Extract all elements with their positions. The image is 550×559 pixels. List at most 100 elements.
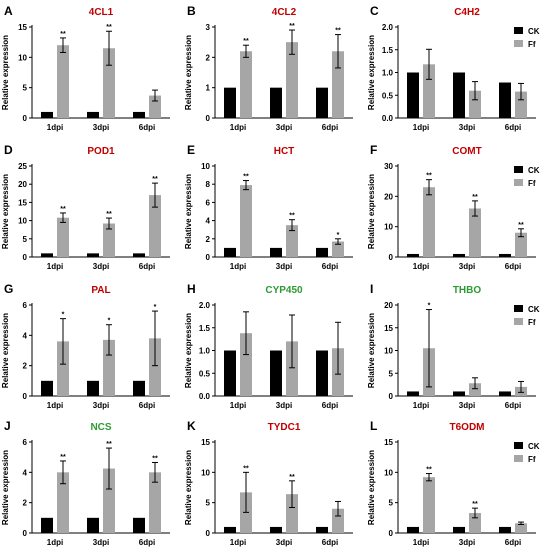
bar-ff: [149, 338, 161, 396]
significance-marker: **: [152, 455, 158, 462]
y-tick-label: 20: [384, 192, 393, 201]
y-tick-label: 0.0: [199, 392, 211, 401]
bar-ff: [149, 472, 161, 533]
bar-ck: [316, 350, 328, 396]
x-tick-label: 1dpi: [230, 538, 246, 547]
significance-marker: *: [108, 318, 111, 325]
y-axis-label: Relative expression: [1, 35, 10, 110]
chart-title: CYP450: [265, 285, 303, 296]
chart-panel-i: I THBO Relative expression 0 5 10 15 20 1dpi * 3dp…: [367, 282, 540, 410]
bar-ff: [423, 187, 435, 257]
x-tick-label: 3dpi: [459, 123, 475, 132]
legend-swatch-ck: [514, 442, 523, 449]
y-tick-label: 10: [18, 217, 27, 226]
y-tick-label: 6: [23, 301, 28, 310]
y-tick-label: 20: [18, 180, 27, 189]
y-tick-label: 15: [384, 438, 393, 447]
x-tick-label: 6dpi: [139, 538, 155, 547]
chart-panel-d: D POD1 Relative expression 0 5 10 15 20 25 1dpi **…: [1, 143, 170, 271]
significance-marker: **: [152, 176, 158, 183]
bar-ck: [453, 72, 465, 118]
bar-ck: [407, 391, 419, 396]
x-tick-label: 6dpi: [322, 123, 338, 132]
x-tick-label: 3dpi: [93, 538, 109, 547]
panel-letter: J: [4, 419, 11, 433]
significance-marker: **: [106, 24, 112, 31]
legend-label-ck: CK: [528, 166, 540, 175]
bar-ck: [224, 247, 236, 257]
significance-marker: *: [154, 304, 157, 311]
legend-swatch-ck: [514, 166, 523, 173]
y-tick-label: 2.0: [199, 301, 211, 310]
bar-ff: [469, 90, 481, 118]
bar-ff: [103, 223, 115, 257]
bar-ff: [103, 339, 115, 396]
bar-ck: [133, 380, 145, 396]
x-tick-label: 1dpi: [230, 262, 246, 271]
y-tick-label: 0: [206, 253, 211, 262]
y-tick-label: 15: [18, 23, 27, 32]
y-tick-label: 0: [23, 253, 28, 262]
y-tick-label: 6: [206, 198, 211, 207]
panel-letter: B: [187, 4, 196, 18]
y-tick-label: 1.5: [199, 324, 211, 333]
bar-ck: [316, 247, 328, 257]
x-tick-label: 6dpi: [139, 262, 155, 271]
significance-marker: **: [289, 213, 295, 220]
significance-marker: **: [243, 465, 249, 472]
bar-ff: [286, 225, 298, 257]
significance-marker: **: [243, 38, 249, 45]
chart-title: COMT: [452, 146, 481, 157]
significance-marker: *: [428, 303, 431, 310]
chart-title: NCS: [90, 422, 111, 433]
chart-panel-h: H CYP450 Relative expression 0.0 0.5 1.0 1.5 2.…: [184, 282, 353, 410]
bar-ff: [515, 523, 527, 533]
bar-ck: [270, 526, 282, 533]
y-tick-label: 0: [23, 114, 28, 123]
significance-marker: **: [426, 173, 432, 180]
y-axis-label: Relative expression: [367, 174, 376, 249]
bar-ck: [87, 380, 99, 396]
significance-marker: *: [62, 312, 65, 319]
panel-letter: L: [370, 419, 377, 433]
x-tick-label: 1dpi: [230, 123, 246, 132]
significance-marker: **: [289, 474, 295, 481]
y-tick-label: 5: [389, 499, 394, 508]
x-tick-label: 3dpi: [93, 262, 109, 271]
x-tick-label: 3dpi: [93, 123, 109, 132]
y-tick-label: 0: [206, 529, 211, 538]
x-tick-label: 6dpi: [505, 401, 521, 410]
bar-ck: [270, 87, 282, 118]
y-tick-label: 4: [23, 331, 28, 340]
legend-swatch-ff: [514, 318, 523, 325]
y-tick-label: 25: [18, 162, 27, 171]
chart-title: 4CL1: [89, 7, 114, 18]
x-tick-label: 6dpi: [139, 401, 155, 410]
x-tick-label: 6dpi: [505, 262, 521, 271]
significance-marker: **: [60, 206, 66, 213]
x-tick-label: 1dpi: [47, 262, 63, 271]
y-tick-label: 10: [384, 347, 393, 356]
y-tick-label: 0.5: [199, 369, 211, 378]
significance-marker: **: [60, 31, 66, 38]
x-tick-label: 3dpi: [459, 401, 475, 410]
panel-letter: I: [370, 282, 373, 296]
chart-title: 4CL2: [272, 7, 297, 18]
y-axis-label: Relative expression: [184, 174, 193, 249]
panel-letter: A: [4, 4, 13, 18]
significance-marker: **: [472, 501, 478, 508]
y-tick-label: 10: [384, 223, 393, 232]
x-tick-label: 6dpi: [322, 401, 338, 410]
significance-marker: **: [518, 222, 524, 229]
bar-ck: [407, 72, 419, 118]
y-tick-label: 4: [206, 217, 211, 226]
bar-ff: [240, 333, 252, 396]
y-tick-label: 10: [18, 53, 27, 62]
y-tick-label: 3: [206, 23, 211, 32]
y-tick-label: 10: [384, 468, 393, 477]
bar-ck: [224, 87, 236, 118]
bar-ck: [270, 247, 282, 257]
bar-ck: [41, 517, 53, 533]
y-tick-label: 5: [23, 235, 28, 244]
